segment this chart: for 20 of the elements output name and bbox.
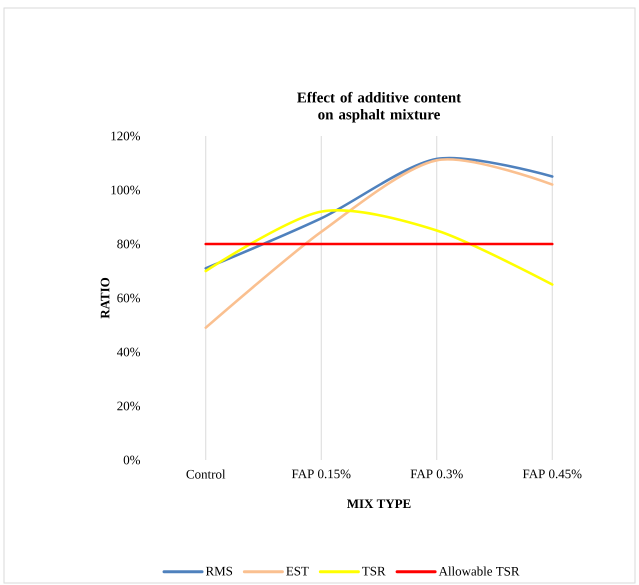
x-tick-label: FAP 0.15%	[292, 470, 351, 478]
x-tick-label: FAP 0.45%	[522, 470, 582, 478]
y-tick-label: 80%	[117, 240, 140, 248]
y-tick-label: 120%	[111, 132, 140, 140]
legend-label: TSR	[362, 566, 386, 576]
y-axis-title: RATIO	[100, 278, 110, 319]
legend-label: Allowable TSR	[438, 566, 520, 576]
x-tick-label: FAP 0.3%	[410, 470, 463, 478]
line-series	[204, 158, 554, 329]
x-tick-label: Control	[186, 470, 226, 479]
y-tick-label: 20%	[117, 402, 140, 410]
x-axis-title: MIX TYPE	[347, 499, 411, 508]
legend-label: EST	[286, 566, 309, 576]
line-series	[204, 209, 554, 286]
y-tick-label: 40%	[116, 348, 140, 356]
chart-title: Effect of additive content on asphalt mixture	[297, 92, 462, 123]
y-tick-label: 100%	[111, 186, 140, 194]
y-tick-label: 0%	[124, 456, 140, 464]
y-tick-label: 60%	[117, 294, 140, 302]
legend-label: RMS	[206, 566, 232, 576]
